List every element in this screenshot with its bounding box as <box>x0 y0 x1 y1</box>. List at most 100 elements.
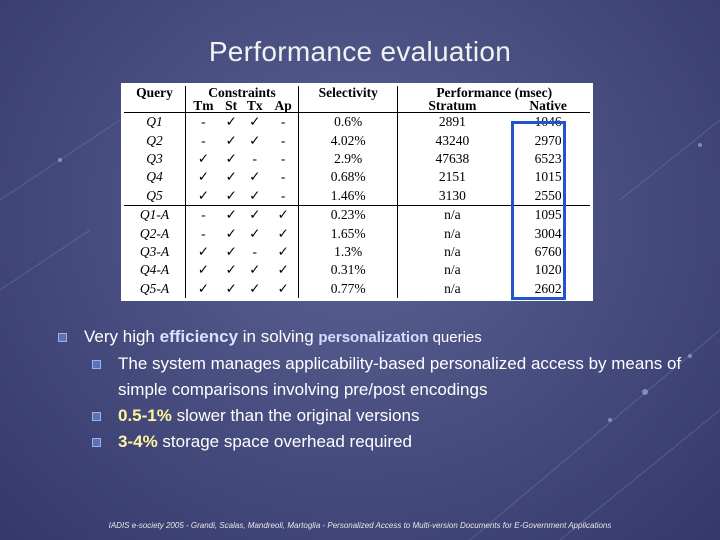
table-row: Q3-A ✓ ✓ - ✓ 1.3% n/a 6760 <box>124 242 590 262</box>
selectivity-cell: 2.9% <box>298 149 398 169</box>
tm-cell: - <box>184 224 221 243</box>
subheader-st: St <box>225 98 238 113</box>
selectivity-cell: 4.02% <box>298 131 398 150</box>
table-row: Q4-A ✓ ✓ ✓ ✓ 0.31% n/a 1020 <box>124 261 590 280</box>
stratum-cell: 2151 <box>397 168 507 187</box>
native-cell: 6760 <box>534 244 562 259</box>
query-cell: Q1-A <box>139 207 170 223</box>
tx-cell: ✓ <box>249 207 261 223</box>
st-cell: ✓ <box>225 262 237 278</box>
st-cell: ✓ <box>225 225 237 241</box>
bullet-text: slower than the original versions <box>171 406 420 425</box>
table-subheader-row: Tm St Tx Ap Stratum Native <box>124 99 590 113</box>
bullet-text: Very high <box>84 327 160 346</box>
subheader-ap: Ap <box>274 98 292 113</box>
native-cell: 1095 <box>534 207 562 223</box>
highlight-storage-range: 3-4% <box>118 432 158 451</box>
ap-cell: ✓ <box>277 207 289 223</box>
ap-cell: - <box>280 187 286 203</box>
header-performance: Performance (msec) <box>397 86 590 99</box>
st-cell: ✓ <box>225 132 237 148</box>
tx-cell: ✓ <box>249 225 261 241</box>
table-header-row: Query Constraints Selectivity Performanc… <box>124 86 590 99</box>
stratum-cell: n/a <box>397 205 507 225</box>
stratum-cell: n/a <box>397 279 507 298</box>
table-row: Q5 ✓ ✓ ✓ - 1.46% 3130 2550 <box>124 186 590 206</box>
selectivity-cell: 0.77% <box>298 279 398 298</box>
selectivity-cell: 1.46% <box>298 186 398 206</box>
tm-cell: - <box>184 112 221 132</box>
stratum-cell: n/a <box>397 261 507 280</box>
st-cell: ✓ <box>225 280 237 296</box>
query-cell: Q5-A <box>139 280 170 296</box>
subheader-empty-2 <box>298 99 398 113</box>
native-cell: 2550 <box>534 187 562 203</box>
tx-cell: ✓ <box>249 169 261 185</box>
tm-cell: ✓ <box>184 261 221 280</box>
tm-cell: ✓ <box>184 149 221 169</box>
ap-cell: - <box>280 151 286 166</box>
selectivity-cell: 0.31% <box>298 261 398 280</box>
tx-cell: ✓ <box>249 114 261 130</box>
tm-cell: ✓ <box>184 168 221 187</box>
table-row: Q1 - ✓ ✓ - 0.6% 2891 1046 <box>124 112 590 132</box>
tm-cell: ✓ <box>184 242 221 262</box>
ap-cell: ✓ <box>277 244 289 259</box>
bullet-efficiency: Very high efficiency in solving personal… <box>56 324 696 351</box>
tx-cell: - <box>252 151 258 166</box>
table-body: Q1 - ✓ ✓ - 0.6% 2891 1046 Q2 - ✓ ✓ - 4.0… <box>124 112 590 298</box>
query-cell: Q2 <box>146 132 163 148</box>
slide-footer: IADIS e-society 2005 - Grandi, Scalas, M… <box>108 521 612 530</box>
highlight-slower-range: 0.5-1% <box>118 406 172 425</box>
tx-cell: ✓ <box>249 262 261 278</box>
tm-cell: - <box>184 131 221 150</box>
table-row: Q2 - ✓ ✓ - 4.02% 43240 2970 <box>124 131 590 150</box>
table-row: Q3 ✓ ✓ - - 2.9% 47638 6523 <box>124 149 590 169</box>
ap-cell: ✓ <box>277 262 289 278</box>
query-cell: Q3 <box>146 151 163 166</box>
subheader-tm: Tm <box>184 99 221 113</box>
query-cell: Q2-A <box>139 225 170 241</box>
subbullet-storage: 3-4% storage space overhead required <box>56 429 696 455</box>
selectivity-cell: 0.6% <box>298 112 398 132</box>
st-cell: ✓ <box>225 169 237 185</box>
tm-cell: ✓ <box>184 279 221 298</box>
tm-cell: ✓ <box>184 186 221 206</box>
native-cell: 1015 <box>534 169 562 185</box>
native-cell: 3004 <box>534 225 562 241</box>
subheader-stratum: Stratum <box>397 99 507 113</box>
bullet-text: in solving <box>238 327 319 346</box>
tx-cell: ✓ <box>249 187 261 203</box>
bullet-square-icon <box>92 412 101 421</box>
highlight-efficiency: efficiency <box>159 327 239 346</box>
tx-cell: ✓ <box>249 132 261 148</box>
stratum-cell: 43240 <box>397 131 507 150</box>
native-cell: 2970 <box>534 132 562 148</box>
tm-cell: - <box>184 205 221 225</box>
st-cell: ✓ <box>225 187 237 203</box>
ap-cell: - <box>280 169 286 185</box>
bullet-text: The system manages applicability-based p… <box>118 354 682 399</box>
stratum-cell: n/a <box>397 242 507 262</box>
bullet-text: queries <box>428 329 482 346</box>
native-cell: 1020 <box>534 262 562 278</box>
bullet-square-icon <box>92 438 101 447</box>
table-row: Q2-A - ✓ ✓ ✓ 1.65% n/a 3004 <box>124 224 590 243</box>
subheader-empty <box>124 99 185 113</box>
query-cell: Q5 <box>146 187 163 203</box>
header-constraints: Constraints <box>184 86 299 99</box>
stratum-cell: 47638 <box>397 149 507 169</box>
performance-table-image: Query Constraints Selectivity Performanc… <box>121 83 593 301</box>
ap-cell: ✓ <box>277 225 289 241</box>
slide-title: Performance evaluation <box>208 36 512 67</box>
tx-cell: ✓ <box>249 280 261 296</box>
table-row: Q4 ✓ ✓ ✓ - 0.68% 2151 1015 <box>124 168 590 187</box>
table-row: Q1-A - ✓ ✓ ✓ 0.23% n/a 1095 <box>124 205 590 225</box>
subbullet-slower: 0.5-1% slower than the original versions <box>56 403 696 429</box>
subheader-native: Native <box>529 98 567 113</box>
subheader-tx: Tx <box>246 98 263 113</box>
bullet-list: Very high efficiency in solving personal… <box>56 324 696 455</box>
bullet-square-icon <box>58 333 67 342</box>
selectivity-cell: 1.3% <box>298 242 398 262</box>
stratum-cell: 3130 <box>397 186 507 206</box>
